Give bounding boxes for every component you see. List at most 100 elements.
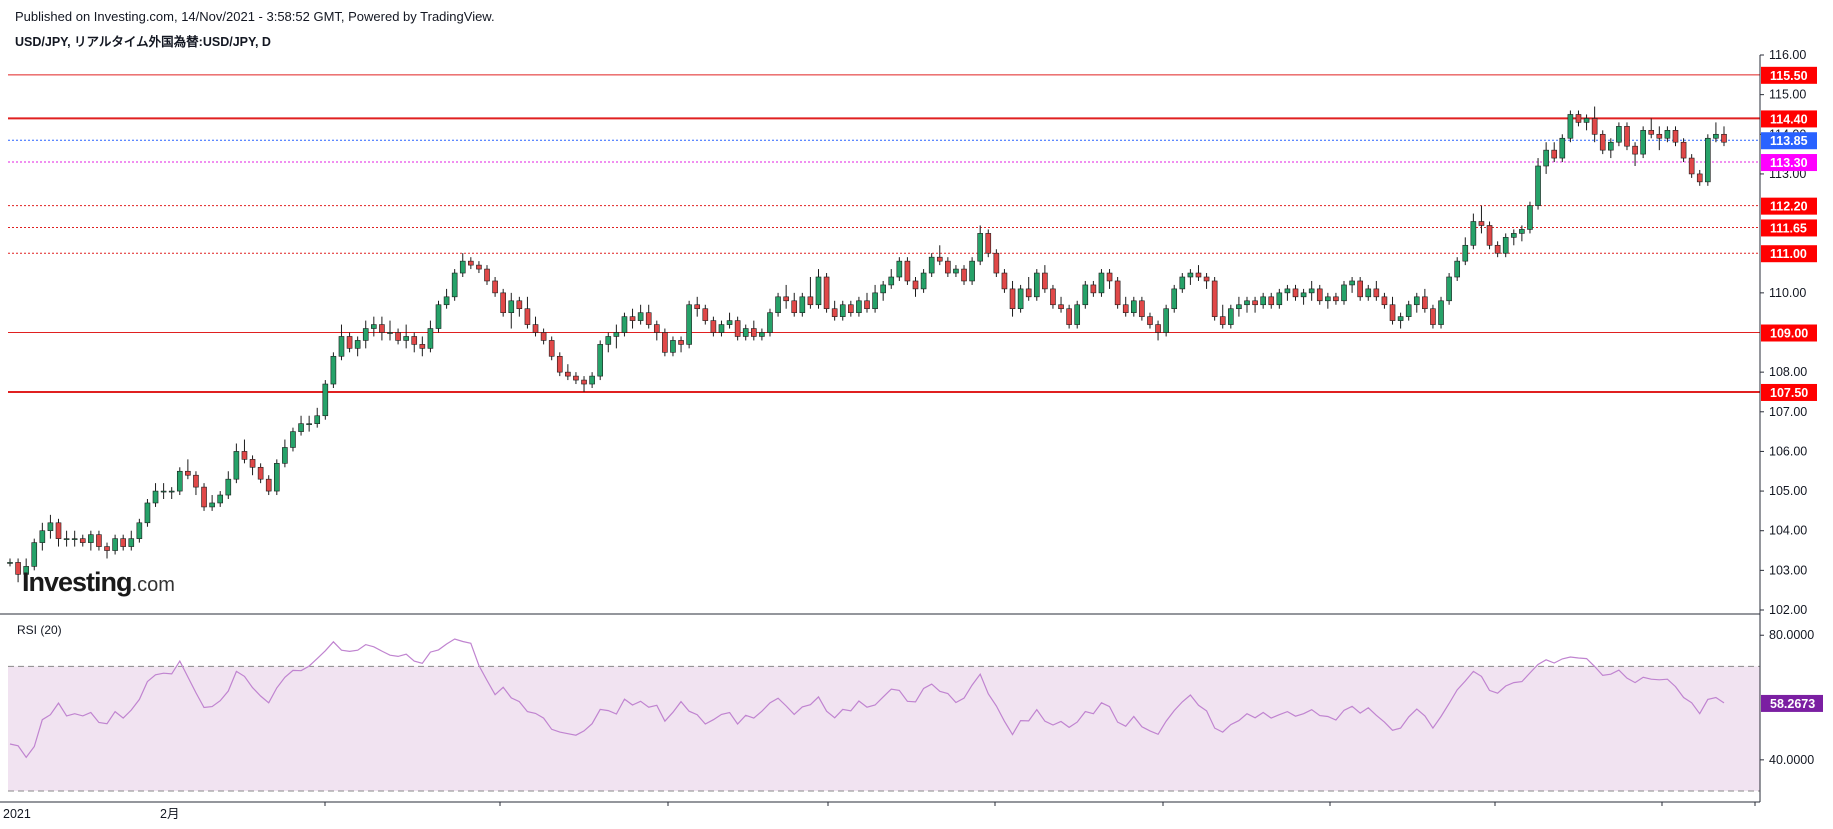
candle (678, 336, 684, 353)
candle-body (47, 522, 54, 532)
candle-body (31, 542, 38, 567)
candle (1616, 122, 1622, 147)
candle-body (807, 296, 814, 306)
candle (694, 296, 701, 317)
candle (1438, 296, 1444, 329)
candle (1260, 292, 1266, 309)
candle-body (1527, 205, 1533, 230)
candle-body (1001, 272, 1008, 290)
candle (1591, 106, 1598, 143)
candlestick-series (7, 106, 1727, 587)
candle-body (1098, 272, 1105, 294)
candle (1478, 205, 1485, 234)
candle (152, 483, 159, 507)
candle (1341, 280, 1347, 305)
price-tag-113.30: 113.30 (1761, 154, 1817, 172)
candle-body (653, 324, 660, 333)
candle (1155, 320, 1161, 341)
price-tag-bg (1761, 110, 1817, 128)
candle-body (427, 328, 434, 349)
candle-body (920, 272, 927, 290)
candle-body (953, 268, 959, 274)
candle (1519, 225, 1525, 242)
candle-body (791, 300, 798, 313)
candle-body (1583, 118, 1590, 123)
candle-body (39, 530, 46, 543)
candle-body (1502, 237, 1509, 254)
candle (7, 558, 13, 567)
candle (1042, 265, 1048, 293)
candle (508, 292, 515, 329)
candle (1114, 277, 1121, 309)
candle-body (273, 463, 280, 492)
candle (1009, 280, 1016, 317)
candle (734, 316, 741, 341)
candle (1236, 296, 1242, 317)
candle-body (55, 522, 62, 539)
price-tag-113.85: 113.85 (1761, 132, 1817, 150)
candle (1171, 284, 1178, 313)
candle-body (1130, 300, 1137, 313)
candle-body (1640, 130, 1646, 155)
candle-body (1090, 284, 1097, 294)
candle (1308, 280, 1315, 301)
candle-body (1187, 272, 1194, 278)
candle-body (1462, 244, 1469, 262)
candle (629, 308, 636, 329)
candle (848, 300, 854, 317)
candle-body (1276, 292, 1283, 306)
candle (233, 443, 240, 484)
candle-body (548, 340, 555, 357)
candle-body (1559, 137, 1566, 159)
candle-body (1155, 324, 1161, 333)
candle (1535, 158, 1541, 210)
candle-body (23, 566, 29, 575)
price-tag-label: 113.85 (1770, 134, 1808, 148)
candle (1696, 169, 1703, 186)
candle-body (1519, 229, 1525, 234)
candle-body (1373, 288, 1380, 298)
candle-body (395, 332, 401, 341)
candle-body (185, 470, 191, 476)
candle-body (217, 494, 224, 504)
candle-body (516, 300, 523, 310)
candle-body (839, 304, 846, 317)
candle (856, 296, 862, 317)
candle (1470, 213, 1477, 250)
candle-body (1009, 288, 1016, 310)
candle (1349, 277, 1355, 293)
candle (1050, 284, 1056, 309)
candle-body (500, 292, 506, 313)
candle (484, 265, 490, 285)
candle-body (1163, 308, 1169, 333)
candle-body (904, 260, 911, 282)
candle-body (1325, 296, 1331, 302)
rsi-tag-bg (1761, 694, 1823, 712)
candle (880, 280, 886, 301)
candle-body (15, 562, 21, 575)
candle (759, 328, 765, 341)
candle-body (670, 340, 676, 353)
candle (1316, 284, 1323, 305)
candle (209, 495, 215, 511)
candle (1688, 154, 1695, 178)
candle-body (435, 304, 442, 329)
candle-body (1171, 288, 1178, 310)
candle-body (1211, 280, 1218, 317)
candle (346, 332, 353, 353)
candle (314, 407, 321, 428)
candle (1033, 269, 1040, 301)
candle (1567, 110, 1574, 143)
candle-body (573, 375, 579, 381)
candle-body (7, 562, 13, 564)
candle (273, 459, 280, 496)
candle (298, 415, 304, 436)
price-tag-bg (1761, 66, 1817, 84)
candle (1228, 304, 1234, 329)
candle (306, 415, 312, 432)
candle (548, 336, 555, 361)
candle (621, 312, 628, 337)
candle-body (662, 332, 668, 353)
candle-body (888, 276, 895, 286)
candle-body (63, 538, 70, 540)
